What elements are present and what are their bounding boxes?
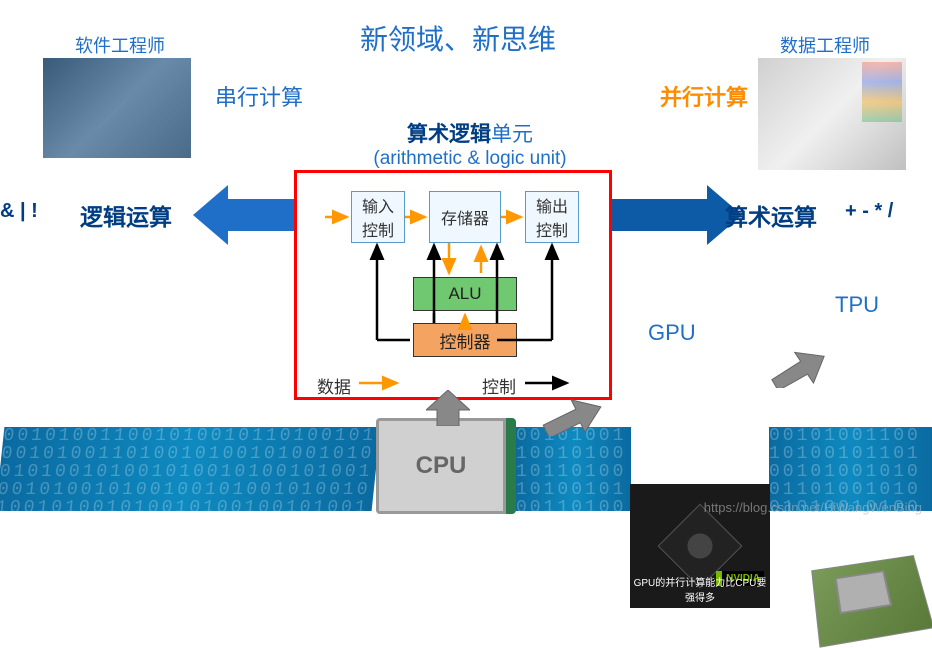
cpu-chip: CPU: [376, 418, 516, 514]
binary-bg-mid: 0010100110010100101101001010010100110100…: [516, 427, 631, 511]
cpu-to-gpu-arrow: [542, 396, 602, 436]
tpu-chip: [811, 555, 932, 648]
serial-compute-label: 串行计算: [215, 80, 303, 112]
alu-internal-arrows: [297, 173, 615, 403]
binary-bg-left: 0010100110010100101101001010010100110100…: [0, 427, 380, 511]
arith-op-label: 算术运算: [725, 198, 817, 232]
logic-op-label: 逻辑运算: [80, 198, 172, 232]
sw-engineer-photo: [43, 58, 191, 158]
right-arrow: [612, 185, 742, 245]
data-engineer-label: 数据工程师: [780, 32, 870, 58]
tpu-label: TPU: [835, 292, 879, 318]
alu-title-en: (arithmetic & logic unit): [330, 148, 610, 170]
gpu-caption: GPU的并行计算能力比CPU要强得多: [630, 574, 770, 604]
arith-symbols: + - * /: [845, 200, 893, 223]
gpu-to-tpu-arrow: [770, 348, 826, 388]
alu-title-cn: 算术逻辑单元: [330, 118, 610, 148]
data-engineer-photo: [758, 58, 906, 170]
parallel-compute-label: 并行计算: [660, 80, 748, 112]
cpu-to-alu-arrow: [426, 390, 470, 426]
sw-engineer-label: 软件工程师: [75, 32, 165, 58]
watermark: https://blog.csdn.net/HiWangWenBing: [704, 500, 922, 515]
gpu-label: GPU: [648, 320, 696, 346]
alu-diagram: 输入 控制 存储器 输出 控制 ALU 控制器 数据 控制: [294, 170, 612, 400]
main-title: 新领域、新思维: [360, 18, 556, 58]
logic-symbols: & | !: [0, 200, 38, 223]
alu-title-block: 算术逻辑单元 (arithmetic & logic unit): [330, 118, 610, 170]
binary-bg-right: 0010100110010100101101001010010100110100…: [769, 427, 932, 511]
